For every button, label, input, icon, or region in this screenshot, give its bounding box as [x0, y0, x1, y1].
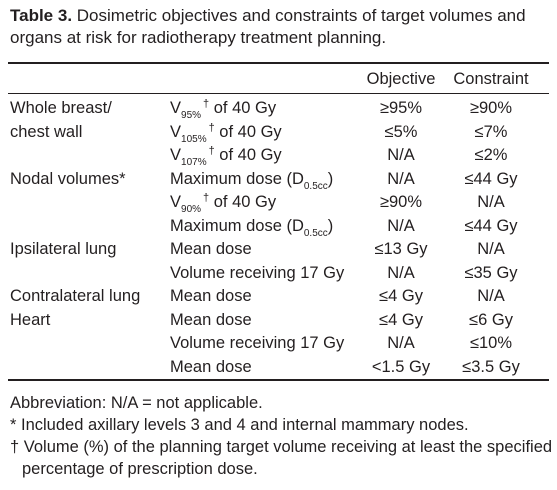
subscript: 105%	[181, 133, 207, 145]
parameter: Maximum dose (D0.5cc)	[170, 169, 333, 192]
superscript: †	[203, 98, 210, 110]
parameter-text: Mean dose	[170, 310, 252, 329]
parameter: Volume receiving 17 Gy	[170, 263, 344, 283]
parameter: V105%† of 40 Gy	[170, 122, 282, 145]
objective: ≥95%	[379, 99, 423, 117]
header-rule	[8, 93, 549, 94]
constraint: ≤6 Gy	[469, 310, 513, 329]
objective: ≤4 Gy	[379, 287, 423, 305]
parameter-text: Volume receiving 17 Gy	[170, 263, 345, 282]
constraint: ≤35 Gy	[464, 263, 518, 282]
objective: ≤13 Gy	[374, 240, 428, 258]
column-header: Constraint	[453, 70, 529, 88]
parameter: Mean dose	[170, 310, 252, 330]
constraint: ≥90%	[469, 99, 513, 117]
parameter-text: Mean dose	[170, 287, 252, 305]
parameter-text: of 40 Gy	[214, 122, 282, 141]
table-label: Table 3.	[10, 6, 73, 25]
objective: ≤4 Gy	[379, 310, 423, 329]
parameter-text: of 40 Gy	[214, 146, 282, 164]
parameter: Mean dose	[170, 239, 252, 259]
objective: <1.5 Gy	[371, 357, 431, 376]
subscript: 0.5cc	[303, 227, 328, 239]
objective: ≤5%	[384, 122, 418, 141]
top-rule	[8, 62, 549, 64]
parameter: Mean dose	[170, 357, 252, 377]
organ: Nodal volumes*	[10, 169, 126, 188]
constraint: ≤44 Gy	[464, 216, 518, 235]
constraint: N/A	[477, 240, 505, 258]
subscript: 90%	[181, 204, 202, 215]
parameter-text: V	[170, 122, 182, 141]
superscript: †	[208, 121, 215, 134]
parameter: V95%† of 40 Gy	[170, 98, 276, 121]
objective: N/A	[387, 216, 415, 235]
parameter-text: Maximum dose (D	[170, 169, 304, 188]
constraint: ≤3.5 Gy	[462, 357, 520, 376]
parameter-text: V	[170, 193, 182, 211]
subscript: 107%	[181, 157, 207, 168]
parameter-text: V	[170, 99, 182, 117]
constraint: ≤44 Gy	[464, 169, 518, 188]
parameter: Maximum dose (D0.5cc)	[170, 216, 333, 239]
organ: Heart	[10, 310, 51, 329]
table-title: Table 3. Dosimetric objectives and const…	[10, 5, 550, 49]
parameter: Volume receiving 17 Gy	[170, 333, 344, 353]
objective: N/A	[387, 263, 415, 282]
organ: Contralateral lung	[10, 287, 141, 305]
footnote: Abbreviation: N/A = not applicable.	[10, 394, 263, 412]
constraint: ≤2%	[474, 146, 508, 164]
parameter-text: Mean dose	[170, 357, 252, 376]
objective: N/A	[387, 169, 415, 188]
objective: N/A	[387, 146, 415, 164]
parameter-text: )	[327, 169, 334, 188]
constraint: ≤10%	[469, 334, 513, 352]
parameter-text: V	[170, 146, 182, 164]
parameter: V107%† of 40 Gy	[170, 145, 282, 168]
constraint: N/A	[477, 193, 505, 211]
superscript: †	[208, 145, 215, 157]
subscript: 0.5cc	[303, 180, 328, 192]
bottom-rule	[8, 379, 549, 381]
parameter: V90%† of 40 Gy	[170, 192, 276, 215]
footnote: * Included axillary levels 3 and 4 and i…	[10, 416, 469, 434]
constraint: N/A	[477, 287, 505, 305]
objective: N/A	[387, 334, 415, 352]
organ: Whole breast/	[10, 99, 112, 117]
organ: Ipsilateral lung	[10, 240, 117, 258]
superscript: †	[203, 192, 210, 204]
parameter-text: of 40 Gy	[209, 193, 277, 211]
parameter-text: Maximum dose (D	[170, 216, 304, 235]
footnote: † Volume (%) of the planning target volu…	[10, 438, 553, 478]
column-header: Objective	[366, 70, 436, 88]
parameter-text: of 40 Gy	[209, 99, 277, 117]
parameter-text: Mean dose	[170, 240, 252, 258]
parameter-text: Volume receiving 17 Gy	[170, 334, 345, 352]
parameter-text: )	[327, 216, 334, 235]
subscript: 95%	[181, 110, 202, 121]
objective: ≥90%	[379, 193, 423, 211]
organ: chest wall	[10, 122, 83, 141]
parameter: Mean dose	[170, 286, 252, 306]
title-text: Dosimetric objectives and constraints of…	[10, 6, 526, 47]
constraint: ≤7%	[474, 122, 508, 141]
